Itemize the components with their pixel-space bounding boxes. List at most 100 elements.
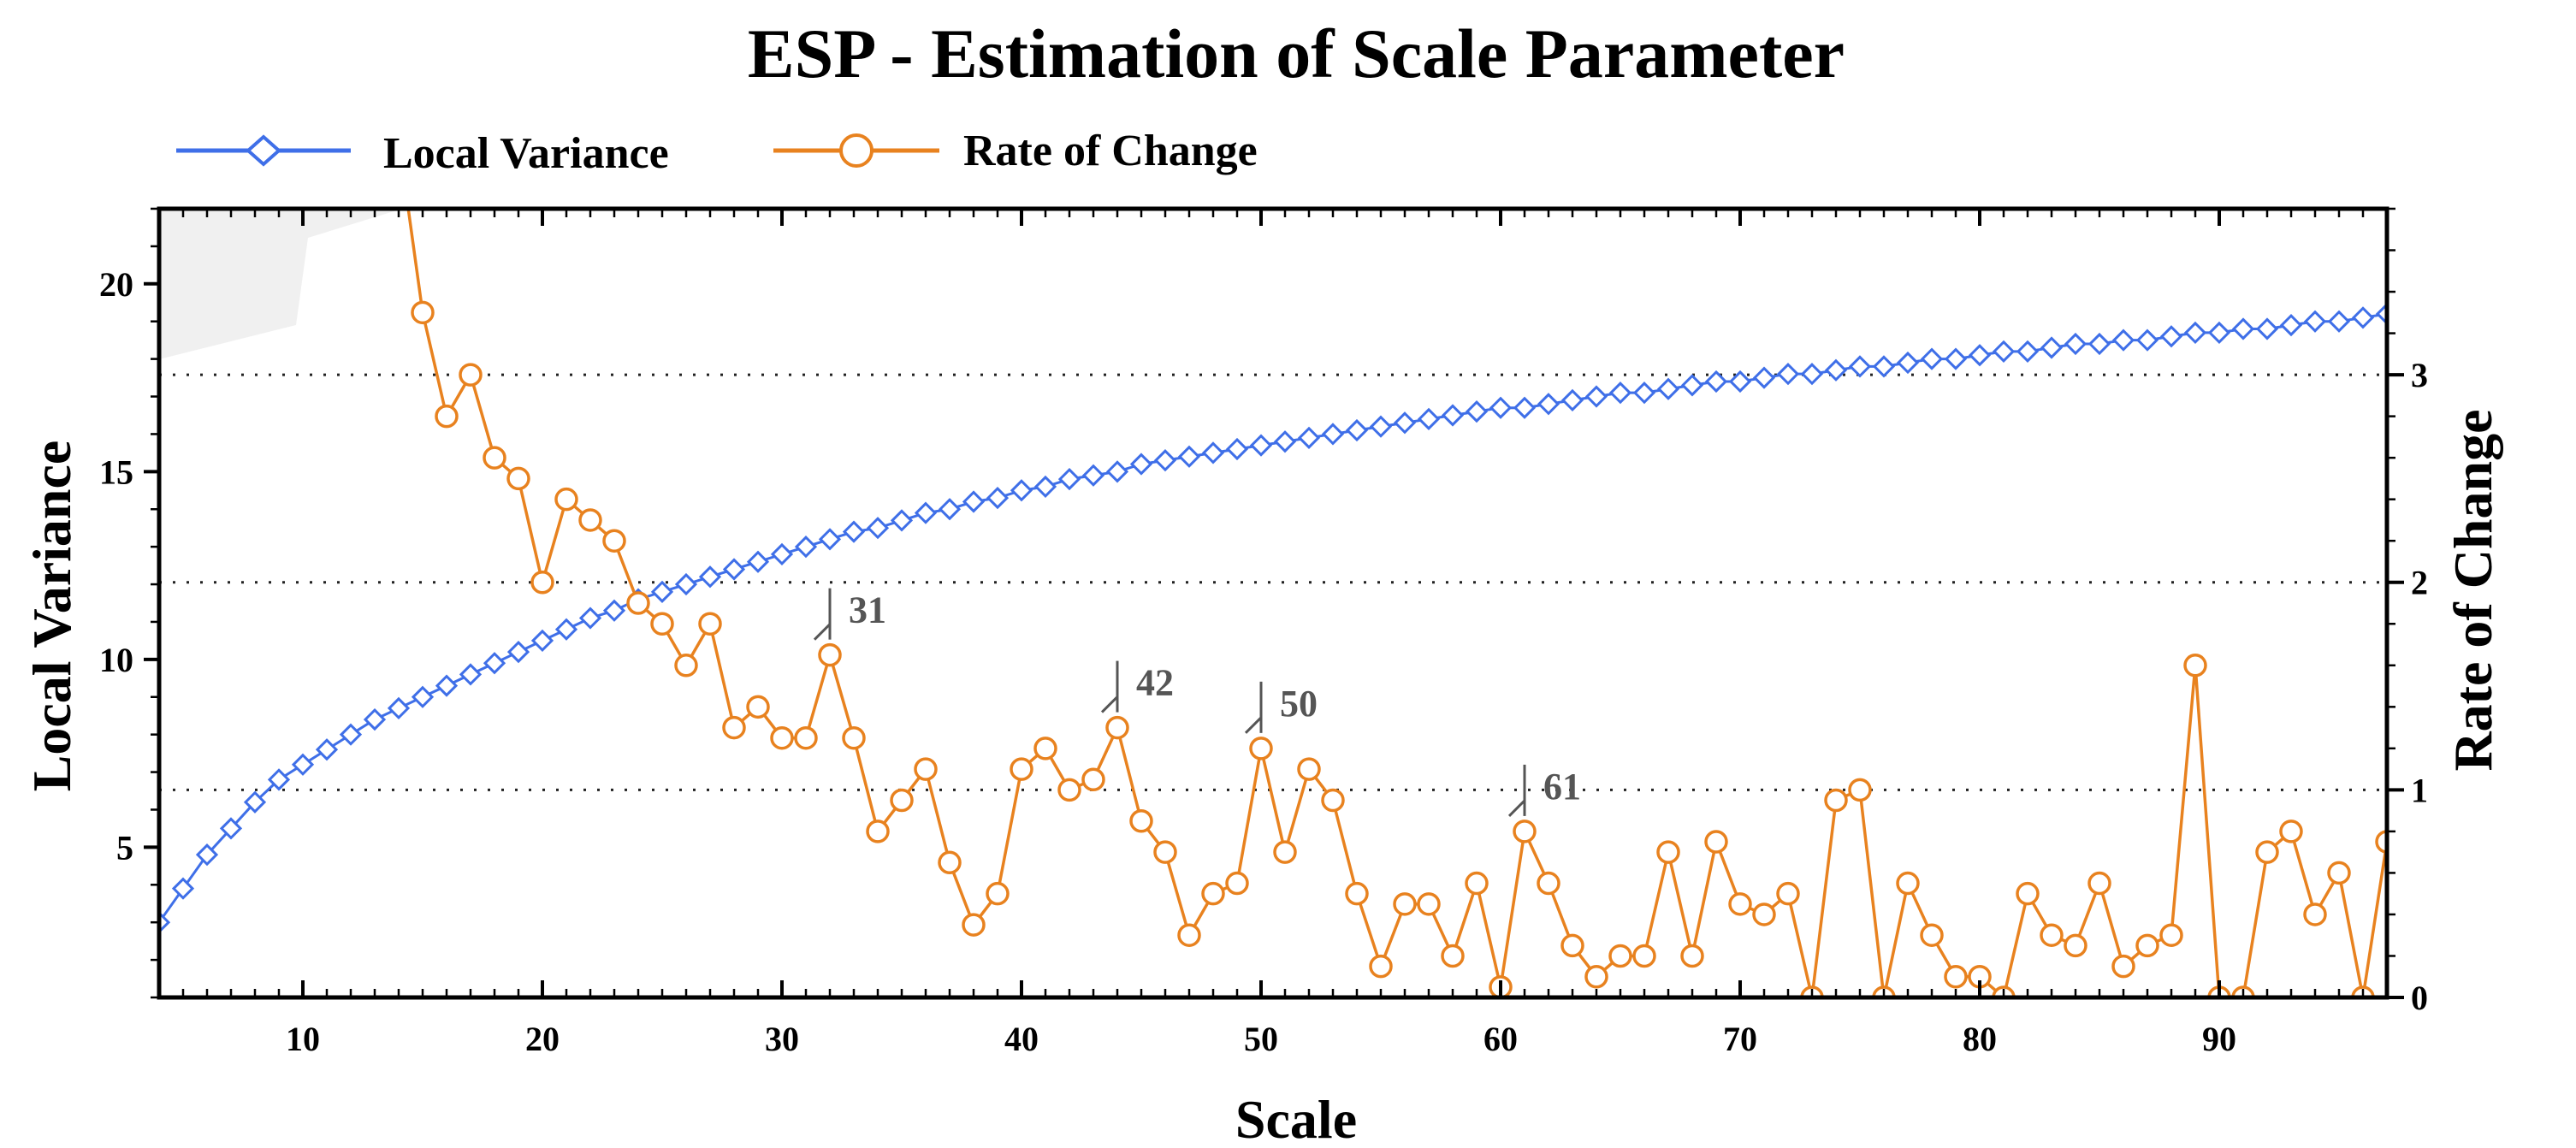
data-point-rate-of-change [1704,830,1728,854]
data-point-local-variance [171,877,195,900]
data-point-local-variance [1393,411,1417,435]
y-left-tick-label: 15 [99,453,133,491]
data-point-rate-of-change [1656,840,1680,864]
data-point-rate-of-change [602,529,626,553]
annotation-tick [1507,799,1526,817]
data-point-rate-of-change [1105,715,1129,740]
data-point-local-variance [1896,351,1920,375]
data-point-local-variance [1608,382,1632,405]
data-point-local-variance [722,558,746,581]
data-point-local-variance [770,542,794,566]
data-point-local-variance [1968,344,1992,367]
data-point-rate-of-change [459,363,483,387]
data-point-local-variance [195,843,219,867]
x-tick-label: 80 [1963,1020,1997,1058]
data-point-local-variance [1081,464,1105,487]
data-point-rate-of-change [818,642,842,667]
data-point-rate-of-change [554,487,578,512]
y-left-tick-label: 20 [99,265,133,304]
y-right-tick-label: 0 [2411,979,2428,1017]
data-point-rate-of-change [1776,881,1800,906]
data-point-local-variance [890,509,914,532]
data-point-local-variance [794,536,818,559]
data-point-local-variance [2303,310,2327,333]
data-point-local-variance [291,753,315,776]
data-point-local-variance [411,685,435,708]
x-tick-label: 60 [1483,1020,1518,1058]
legend-label-rate-of-change: Rate of Change [963,127,1258,175]
data-point-local-variance [1800,363,1824,386]
data-point-rate-of-change [1920,923,1944,947]
data-point-local-variance [1537,393,1560,416]
data-point-rate-of-change [1369,954,1393,979]
data-point-local-variance [698,565,722,589]
data-point-rate-of-change [1129,809,1153,833]
data-point-local-variance [2207,321,2231,345]
data-point-local-variance [1153,449,1177,472]
data-point-local-variance [1225,437,1249,461]
background-smear [159,209,402,359]
data-point-rate-of-change [866,820,890,843]
data-point-local-variance [315,738,339,761]
data-point-rate-of-change [578,508,602,532]
data-point-rate-of-change [1153,840,1177,864]
data-point-rate-of-change [1560,933,1584,958]
data-point-local-variance [938,498,962,521]
data-point-local-variance [1704,370,1728,394]
data-point-local-variance [1513,396,1537,419]
data-point-local-variance [1105,460,1129,483]
data-point-local-variance [2279,313,2303,337]
data-point-local-variance [1872,355,1896,378]
data-point-rate-of-change [794,725,818,750]
series-layer [159,209,2387,997]
annotation-tick [813,623,832,641]
data-point-rate-of-change [1033,737,1057,760]
data-point-rate-of-change [1752,902,1776,926]
data-point-local-variance [1728,370,1752,394]
data-point-rate-of-change [1057,778,1081,802]
data-point-local-variance [2255,317,2279,340]
data-point-local-variance [842,520,866,543]
data-point-local-variance [1369,415,1393,438]
data-point-rate-of-change [650,612,674,636]
data-point-local-variance [1441,404,1465,427]
annotation-tick [1244,716,1263,734]
data-point-rate-of-change [1584,964,1608,989]
axes: 10 20 30 40 50 60 70 80 90 5 10 15 20 0 1 2 3 [99,206,2428,1058]
data-point-rate-of-change [626,591,650,615]
data-point-rate-of-change [2064,933,2087,958]
x-tick-label: 20 [525,1020,560,1058]
data-point-local-variance [1249,434,1273,457]
annotations: 31 42 50 61 [813,588,1581,817]
data-point-local-variance [2135,328,2159,352]
data-point-local-variance [578,607,602,630]
data-point-rate-of-change [1081,767,1105,791]
data-point-rate-of-change [2040,923,2064,947]
data-point-rate-of-change [674,654,698,678]
data-point-local-variance [1345,418,1369,442]
data-point-rate-of-change [842,725,866,750]
data-point-rate-of-change [938,850,962,875]
data-point-rate-of-change [1345,881,1369,906]
data-point-rate-of-change [1537,871,1560,896]
data-point-rate-of-change [1225,871,1249,896]
data-point-rate-of-change [1393,892,1417,916]
data-point-local-variance [674,572,698,596]
data-point-local-variance [1489,396,1513,419]
data-point-local-variance [243,790,267,814]
data-point-local-variance [483,652,506,675]
data-point-local-variance [1057,467,1081,491]
data-point-local-variance [1417,407,1441,430]
data-point-rate-of-change [506,466,530,491]
legend-circle-icon [839,133,873,168]
annotation-tick [1100,695,1119,713]
legend: Local Variance Rate of Change [176,127,1258,178]
data-point-local-variance [506,640,530,664]
data-point-rate-of-change [914,757,938,781]
x-tick-label: 10 [286,1020,320,1058]
data-point-local-variance [1920,347,1944,370]
x-tick-label: 90 [2202,1020,2236,1058]
data-point-rate-of-change [2016,881,2040,906]
data-point-local-variance [2327,310,2351,333]
data-point-rate-of-change [890,788,914,813]
